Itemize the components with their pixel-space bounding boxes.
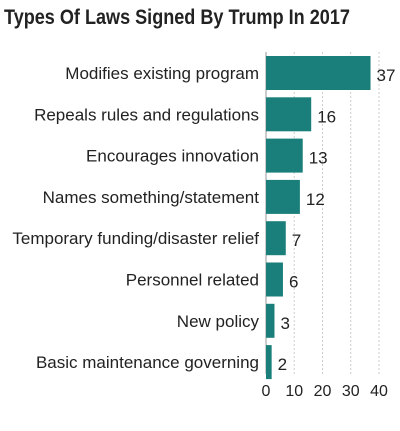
x-tick-label: 40 bbox=[370, 383, 388, 400]
x-tick-label: 0 bbox=[262, 383, 271, 400]
value-label: 7 bbox=[292, 231, 301, 250]
category-label: New policy bbox=[177, 312, 260, 331]
category-label: Modifies existing program bbox=[65, 64, 259, 83]
chart-title: Types Of Laws Signed By Trump In 2017 bbox=[4, 6, 350, 29]
value-label: 16 bbox=[317, 107, 336, 126]
bar bbox=[266, 56, 371, 90]
bar bbox=[266, 179, 300, 214]
category-label: Basic maintenance governing bbox=[36, 353, 259, 372]
category-label: Personnel related bbox=[126, 271, 259, 290]
x-tick-label: 20 bbox=[314, 383, 332, 400]
value-label: 13 bbox=[309, 149, 328, 168]
x-tick-label: 10 bbox=[285, 383, 303, 400]
bar bbox=[266, 97, 312, 132]
bar bbox=[266, 262, 283, 297]
x-tick-label: 30 bbox=[342, 383, 360, 400]
category-label: Repeals rules and regulations bbox=[34, 105, 259, 124]
category-label: Encourages innovation bbox=[86, 147, 259, 166]
value-label: 3 bbox=[280, 314, 289, 333]
bar bbox=[266, 303, 275, 338]
bar bbox=[266, 138, 303, 173]
category-label: Names something/statement bbox=[43, 188, 260, 207]
value-label: 2 bbox=[278, 355, 287, 374]
value-label: 6 bbox=[289, 273, 298, 292]
bar bbox=[266, 345, 272, 380]
value-label: 12 bbox=[306, 190, 325, 209]
value-label: 37 bbox=[377, 66, 396, 85]
category-label: Temporary funding/disaster relief bbox=[12, 229, 259, 248]
bar bbox=[266, 221, 286, 256]
